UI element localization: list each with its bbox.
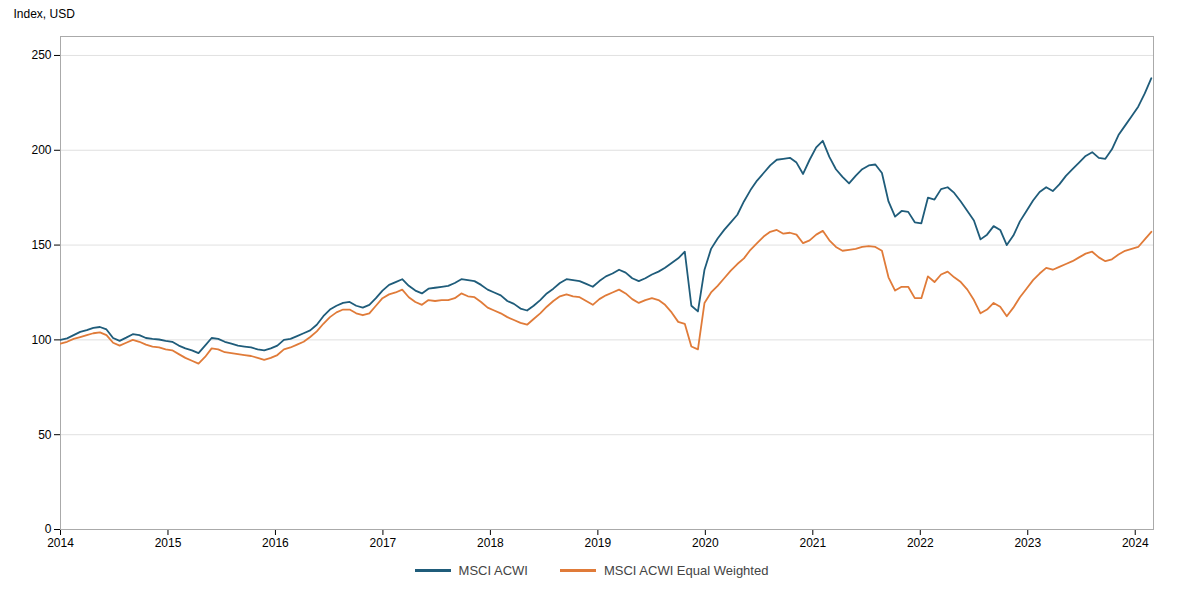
html-text:MSCI ACWI Equal Weighted: MSCI ACWI Equal Weighted bbox=[603, 563, 769, 578]
html-text:MSCI ACWI: MSCI ACWI bbox=[458, 563, 528, 578]
svg-text:150: 150 bbox=[31, 238, 51, 252]
svg-text:2020: 2020 bbox=[692, 536, 719, 550]
svg-text:2017: 2017 bbox=[370, 536, 397, 550]
svg-text:250: 250 bbox=[31, 48, 51, 62]
svg-text:50: 50 bbox=[38, 428, 52, 442]
svg-text:2015: 2015 bbox=[155, 536, 182, 550]
svg-text:2014: 2014 bbox=[47, 536, 74, 550]
svg-text:2023: 2023 bbox=[1014, 536, 1041, 550]
svg-text:2019: 2019 bbox=[585, 536, 612, 550]
svg-text:Index, USD: Index, USD bbox=[14, 7, 76, 21]
svg-text:2024: 2024 bbox=[1122, 536, 1149, 550]
svg-text:100: 100 bbox=[31, 333, 51, 347]
svg-text:200: 200 bbox=[31, 143, 51, 157]
svg-text:2016: 2016 bbox=[262, 536, 289, 550]
svg-text:0: 0 bbox=[45, 522, 52, 536]
svg-text:2021: 2021 bbox=[799, 536, 826, 550]
svg-text:2022: 2022 bbox=[907, 536, 934, 550]
svg-text:2018: 2018 bbox=[477, 536, 504, 550]
